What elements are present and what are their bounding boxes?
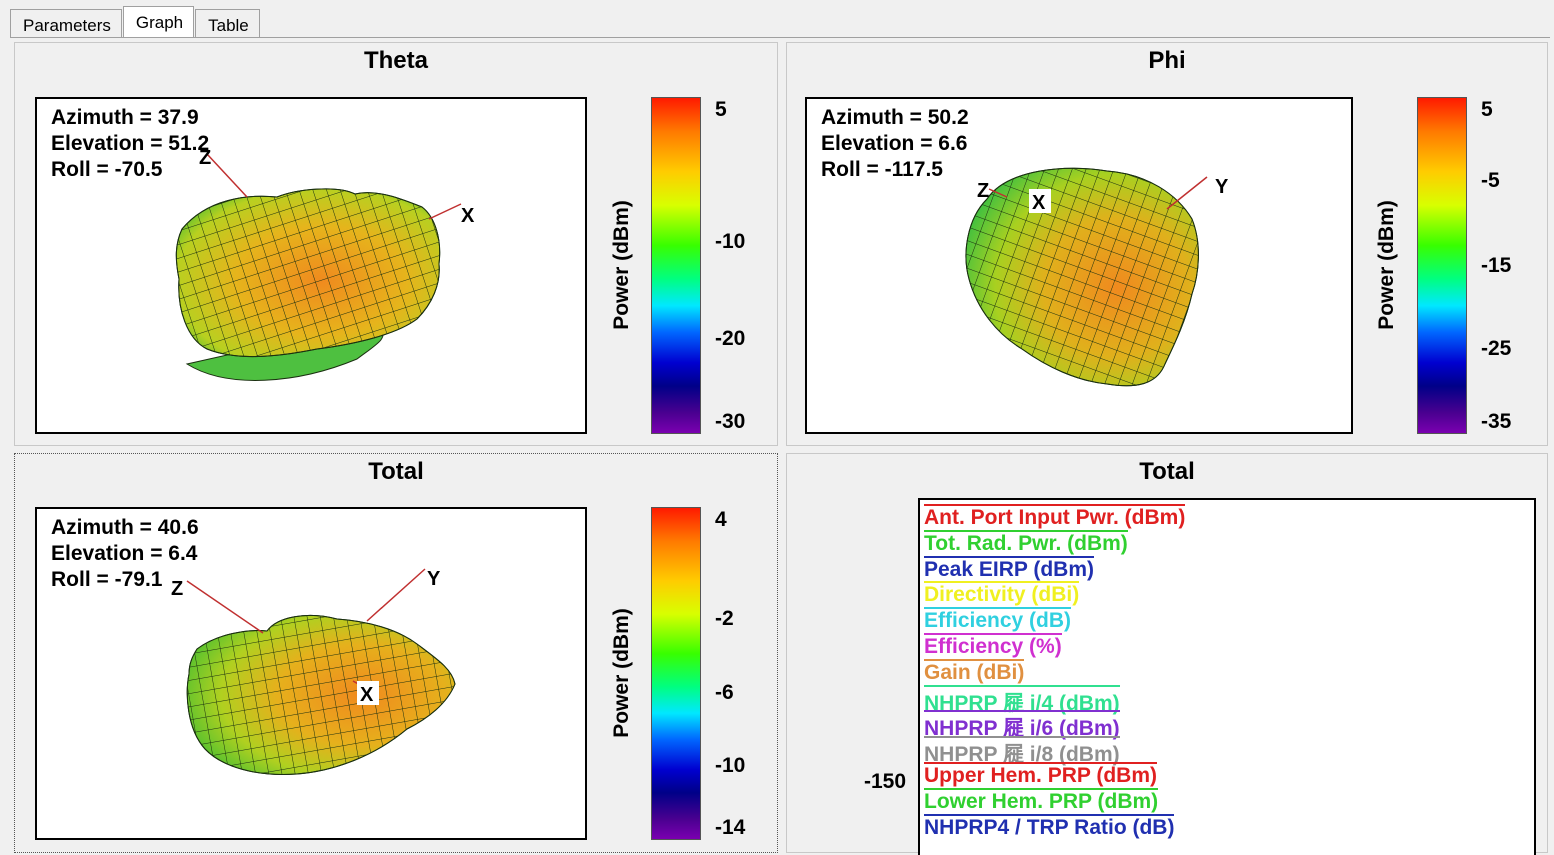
radiation-pattern-3d: Z X Y (965, 167, 1229, 387)
y-axis-tick: -150 (864, 770, 907, 793)
colorbar-tick: -35 (1481, 410, 1512, 433)
colorbar-label: Power (dBm) (1375, 200, 1398, 330)
colorbar-tick: -10 (715, 230, 746, 253)
azimuth-readout: Azimuth = 40.6 (51, 516, 199, 539)
panel-title: Total (368, 458, 424, 485)
tab-bar: Parameters Graph Table (10, 5, 261, 38)
y-axis-label: Y (1215, 176, 1229, 198)
panel-title: Theta (363, 47, 428, 74)
elevation-readout: Elevation = 6.6 (821, 132, 968, 155)
legend-swatch (924, 736, 1120, 739)
colorbar-tick: -6 (715, 681, 734, 704)
roll-readout: Roll = -79.1 (51, 568, 163, 591)
legend-item[interactable]: Efficiency (dB) (924, 607, 1072, 633)
legend-swatch (924, 504, 1186, 506)
legend-label: Efficiency (dB) (924, 609, 1072, 633)
phi-3d-plot[interactable]: Azimuth = 50.2 Elevation = 6.6 Roll = -1… (805, 97, 1353, 434)
colorbar-tick: 4 (715, 508, 727, 531)
total-3d-panel[interactable]: Total Azimuth = 40.6 Elevation = 6.4 Rol… (14, 453, 778, 853)
legend-swatch (924, 762, 1157, 764)
legend-label: Lower Hem. PRP (dBm) (924, 789, 1159, 813)
colorbar (651, 97, 701, 434)
legend-swatch (924, 658, 1025, 661)
legend-label: Peak EIRP (dBm) (924, 557, 1094, 581)
legend-item[interactable]: Efficiency (%) (924, 633, 1062, 659)
legend-label: Upper Hem. PRP (dBm) (924, 764, 1157, 787)
colorbar-tick: -5 (1481, 169, 1500, 192)
colorbar-tick: -14 (715, 816, 746, 839)
legend-swatch (924, 787, 1159, 790)
legend-item[interactable]: NHPRP 屣 i/8 (dBm) (924, 736, 1120, 768)
legend-swatch (924, 555, 1094, 558)
legend-swatch (924, 710, 1120, 713)
tab-divider (10, 37, 1550, 38)
panel-title: Phi (1148, 47, 1186, 74)
colorbar-tick: -10 (715, 754, 746, 777)
legend-label: NHPRP 屣 i/4 (dBm) (924, 691, 1120, 715)
y-axis-label: Y (427, 568, 441, 590)
legend-label: NHPRP 屣 i/8 (dBm) (924, 743, 1120, 767)
legend-label: NHPRP4 / TRP Ratio (dB) (924, 815, 1175, 839)
legend-item[interactable]: Ant. Port Input Pwr. (dBm) (924, 504, 1186, 530)
legend-swatch (924, 529, 1128, 532)
z-axis-label: Z (977, 180, 989, 202)
legend-label: Tot. Rad. Pwr. (dBm) (924, 531, 1128, 555)
legend-item[interactable]: Gain (dBi) (924, 658, 1025, 685)
legend-swatch (924, 581, 1080, 584)
legend-item[interactable]: Tot. Rad. Pwr. (dBm) (924, 529, 1128, 556)
colorbar-tick: 5 (715, 98, 727, 121)
roll-readout: Roll = -70.5 (51, 158, 163, 181)
colorbar-tick: -30 (715, 410, 746, 433)
colorbar-tick: -20 (715, 327, 746, 350)
colorbar-tick: -25 (1481, 337, 1512, 360)
z-axis-label: Z (199, 147, 211, 169)
legend-item[interactable]: Peak EIRP (dBm) (924, 555, 1094, 582)
legend-swatch (924, 813, 1175, 816)
colorbar-tick: 5 (1481, 98, 1493, 121)
legend-label: Directivity (dBi) (924, 583, 1080, 607)
azimuth-readout: Azimuth = 50.2 (821, 106, 969, 129)
x-axis-label: X (461, 205, 475, 227)
legend-label: Efficiency (%) (924, 635, 1062, 658)
legend-label: NHPRP 屣 i/6 (dBm) (924, 717, 1120, 741)
legend-item[interactable]: Directivity (dBi) (924, 581, 1080, 607)
theta-panel[interactable]: Theta Azimuth = 37.9 Elevation = 51.2 Ro… (14, 42, 778, 446)
tab-table[interactable]: Table (195, 9, 260, 37)
elevation-readout: Elevation = 51.2 (51, 132, 210, 155)
panel-title: Total (1139, 458, 1195, 485)
roll-readout: Roll = -117.5 (821, 158, 943, 181)
legend-item[interactable]: NHPRP4 / TRP Ratio (dB) (924, 813, 1175, 840)
tab-graph[interactable]: Graph (122, 6, 195, 38)
colorbar-label: Power (dBm) (610, 608, 633, 738)
colorbar-tick: -15 (1481, 254, 1512, 277)
radiation-pattern-3d: Z Y X (171, 568, 456, 775)
colorbar (651, 507, 701, 840)
colorbar-tick: -2 (715, 607, 734, 630)
legend[interactable]: Ant. Port Input Pwr. (dBm) Tot. Rad. Pwr.… (918, 498, 1536, 855)
view-angles: Azimuth = 37.9 Elevation = 51.2 Roll = -… (51, 105, 209, 183)
azimuth-readout: Azimuth = 37.9 (51, 106, 199, 129)
colorbar-label: Power (dBm) (610, 200, 633, 330)
legend-item[interactable]: Lower Hem. PRP (dBm) (924, 787, 1159, 814)
legend-swatch (924, 684, 1120, 687)
legend-label: Ant. Port Input Pwr. (dBm) (924, 506, 1186, 529)
x-axis-label: X (1032, 192, 1046, 214)
total-3d-plot[interactable]: Azimuth = 40.6 Elevation = 6.4 Roll = -7… (35, 507, 587, 840)
view-angles: Azimuth = 50.2 Elevation = 6.6 Roll = -1… (821, 105, 969, 183)
legend-swatch (924, 633, 1062, 635)
legend-swatch (924, 607, 1072, 610)
tab-parameters[interactable]: Parameters (10, 9, 122, 37)
view-angles: Azimuth = 40.6 Elevation = 6.4 Roll = -7… (51, 515, 199, 593)
legend-label: Gain (dBi) (924, 660, 1025, 684)
elevation-readout: Elevation = 6.4 (51, 542, 198, 565)
legend-item[interactable]: Upper Hem. PRP (dBm) (924, 762, 1157, 788)
x-axis-label: X (360, 684, 374, 706)
legend-item[interactable]: NHPRP 屣 i/6 (dBm) (924, 710, 1120, 742)
phi-panel[interactable]: Phi Azimuth = 50.2 Elevation = 6.6 Roll … (786, 42, 1548, 446)
colorbar (1417, 97, 1467, 434)
radiation-pattern-3d: Z X (175, 147, 475, 381)
legend-item[interactable]: NHPRP 屣 i/4 (dBm) (924, 684, 1120, 717)
theta-3d-plot[interactable]: Azimuth = 37.9 Elevation = 51.2 Roll = -… (35, 97, 587, 434)
z-axis-label: Z (171, 578, 183, 600)
